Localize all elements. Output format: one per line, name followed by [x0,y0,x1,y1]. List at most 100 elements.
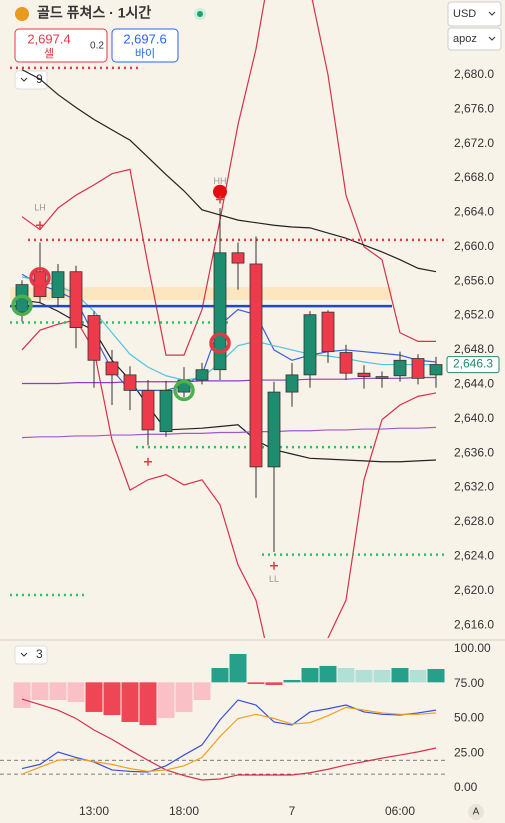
y-tick-label: 2,656.0 [454,273,494,287]
chevron [488,36,496,41]
y-tick-label: 100.00 [454,641,491,655]
candle-body [321,311,335,353]
y-tick-label: 2,660.0 [454,239,494,253]
indicator-line [22,376,436,385]
candle-body [357,372,371,378]
sell-label: 셀 [44,47,54,60]
histogram-bar [13,682,31,708]
candle-body [141,389,155,431]
y-tick-label: 2,624.0 [454,548,494,562]
x-tick-label: 7 [289,804,296,818]
indicator-toggle[interactable] [14,645,48,665]
candle-body [213,252,227,371]
indicator-line [21,698,437,781]
candle-body [105,361,119,376]
histogram-bar [193,682,211,700]
sell-button[interactable] [14,28,108,63]
histogram-bar [139,682,157,726]
histogram-bar [409,669,427,683]
swing-label: LH [34,202,46,212]
histogram-bar [391,668,409,683]
candle-body [393,359,407,377]
indicator-toggle[interactable] [14,70,48,90]
x-tick-label: 06:00 [385,804,415,818]
spread: 0.2 [90,41,104,52]
y-tick-label: 2,620.0 [454,583,494,597]
y-tick-label: 2,672.0 [454,136,494,150]
histogram-bar [337,668,355,683]
cross-marker [216,195,224,204]
auto-scale[interactable] [468,804,484,820]
y-tick-label: 75.00 [454,676,484,690]
candle-body [375,376,389,379]
y-tick-label: 2,628.0 [454,514,494,528]
last-price-badge [446,356,500,374]
last-price-label: 2,646.3 [453,357,493,371]
account-select[interactable] [447,27,502,51]
y-tick-label: 0.00 [454,780,478,794]
currency-select[interactable] [447,1,502,27]
y-tick-label: 2,668.0 [454,170,494,184]
x-tick-label: 13:00 [79,804,109,818]
y-tick-label: 2,664.0 [454,205,494,219]
cross-marker [144,457,152,466]
y-tick-label: 2,652.0 [454,308,494,322]
y-tick-label: 25.00 [454,745,484,759]
histogram-bar [85,682,103,712]
histogram-bar [427,668,445,683]
indicator-line [21,426,437,439]
candle-body [411,358,425,379]
histogram-bar [31,682,49,700]
histogram-bar [355,669,373,683]
account: apoz [453,33,477,45]
signal-ring [29,266,51,289]
symbol-icon [15,7,29,21]
histogram-bar [211,668,229,683]
candle-body [285,374,299,393]
histogram-bar [175,682,193,712]
y-tick-label: 2,676.0 [454,101,494,115]
sell-price: 2,697.4 [27,31,70,46]
candle-body [195,369,209,381]
candle-body [69,271,83,328]
indicator-line [21,69,437,273]
y-tick-label: 2,636.0 [454,445,494,459]
cross-marker [36,221,44,230]
histogram-bar [265,682,283,685]
candle-body [429,364,443,376]
chevron [20,77,28,82]
zone [10,287,392,301]
cross-marker [270,561,278,570]
histogram-bar [103,682,121,716]
x-tick-label: 18:00 [169,804,199,818]
buy-button[interactable] [111,28,179,63]
indicator-count: 3 [36,647,43,661]
histogram-bar [373,669,391,683]
histogram-bar [283,679,301,683]
histogram-bar [247,682,265,685]
title: 골드 퓨쳐스 · 1시간 [37,5,151,21]
histogram-bar [157,682,175,718]
header: 골드 퓨쳐스 · 1시간 2,697.4 셀 0.2 2,697.6 바이 US… [14,1,502,63]
y-tick-label: 2,680.0 [454,67,494,81]
indicator-line [21,276,436,381]
candle-body [51,271,65,298]
histogram-bar [49,682,67,700]
histogram-bar [301,668,319,683]
indicator-line [21,706,437,775]
candle-body [159,389,173,433]
signal-ring [11,294,33,316]
candle-body [249,263,263,468]
chevron [20,652,28,657]
signal-dot [213,184,227,199]
y-tick-label: 2,644.0 [454,377,494,391]
candle-body [267,391,281,468]
buy-price: 2,697.6 [123,31,166,46]
y-tick-label: 2,616.0 [454,617,494,631]
y-tick-label: 2,632.0 [454,480,494,494]
swing-label: LL [269,574,279,584]
histogram-bar [229,653,247,683]
status-dot [197,11,203,17]
histogram-bar [121,682,139,722]
